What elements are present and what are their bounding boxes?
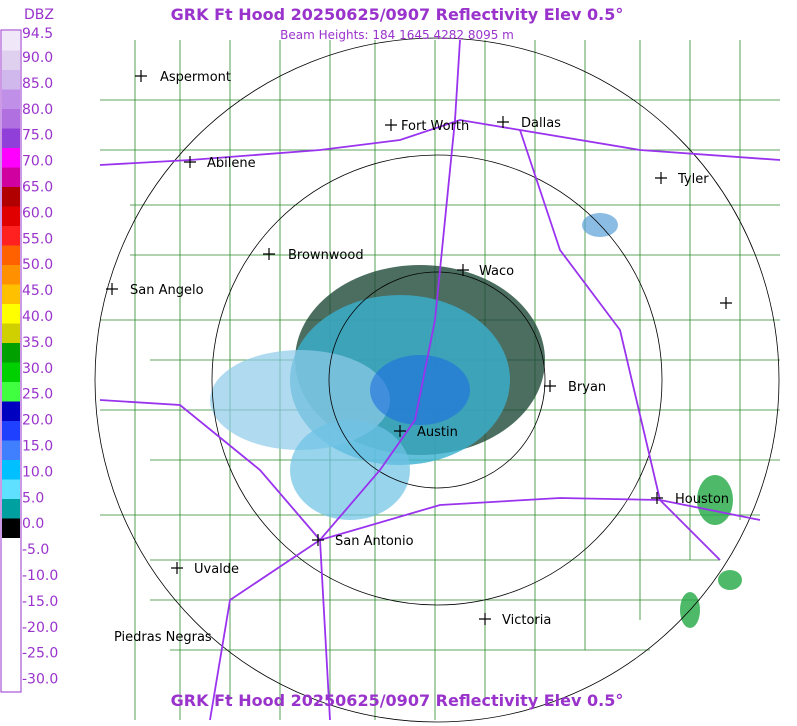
city-label: Tyler (677, 172, 709, 187)
legend-label: 60.0 (22, 205, 53, 221)
city-label: Aspermont (160, 70, 231, 85)
city-marker (171, 562, 183, 574)
color-swatch (2, 187, 20, 207)
color-swatch (2, 128, 20, 148)
city-marker (497, 116, 509, 128)
city-label: Houston (675, 492, 729, 507)
cities: Aspermont Fort Worth Dallas Abilene Tyler Bro… (106, 70, 732, 645)
color-swatch (2, 206, 20, 226)
city-label: Bryan (568, 380, 606, 395)
legend-label: 50.0 (22, 257, 53, 273)
color-bar-frame (0, 29, 22, 693)
title: GRK Ft Hood 20250625/0907 Reflectivity E… (171, 5, 624, 24)
legend-label: 20.0 (22, 413, 53, 429)
legend-label: 40.0 (22, 309, 53, 325)
color-swatch (2, 70, 20, 90)
legend-label: 0.0 (22, 516, 44, 532)
legend: DBZ 94.5 90.0 85.0 80.0 75.0 70.0 65.0 60.0 55.0 5… (0, 7, 58, 693)
city-label: Victoria (502, 613, 551, 628)
city-marker (184, 156, 196, 168)
color-swatch (2, 460, 20, 480)
city-label: San Antonio (335, 534, 414, 549)
color-swatch (2, 343, 20, 363)
city-marker (544, 380, 556, 392)
color-swatch (2, 499, 20, 519)
city-label: Abilene (207, 156, 256, 171)
color-swatch (2, 304, 20, 324)
city-marker (135, 70, 147, 82)
color-swatch (2, 284, 20, 304)
color-swatch (2, 440, 20, 460)
legend-label: -5.0 (22, 542, 49, 558)
city-label: Austin (417, 425, 458, 440)
subtitle: Beam Heights: 184 1645 4282 8095 m (280, 28, 514, 42)
color-swatch (2, 382, 20, 402)
legend-label: -30.0 (22, 672, 58, 688)
legend-label: 35.0 (22, 335, 53, 351)
color-swatch (2, 167, 20, 187)
color-swatch (2, 245, 20, 265)
city-label: Uvalde (194, 562, 239, 577)
legend-label: 80.0 (22, 102, 53, 118)
city-marker (651, 492, 663, 504)
color-swatch (2, 226, 20, 246)
legend-label: 94.5 (22, 26, 53, 42)
color-swatch (2, 109, 20, 129)
legend-label: -15.0 (22, 594, 58, 610)
color-swatch (2, 362, 20, 382)
city-marker (479, 613, 491, 625)
city-marker (312, 534, 324, 546)
city-marker (263, 248, 275, 260)
legend-label: 25.0 (22, 387, 53, 403)
color-swatch (2, 518, 20, 538)
city-marker (106, 283, 118, 295)
range-rings (94, 37, 780, 723)
legend-label: -20.0 (22, 620, 58, 636)
legend-label: -25.0 (22, 646, 58, 662)
color-swatch (2, 89, 20, 109)
city-label: Piedras Negras (114, 630, 212, 645)
city-marker (720, 297, 732, 309)
city-marker (385, 119, 397, 131)
footer-title: GRK Ft Hood 20250625/0907 Reflectivity E… (171, 691, 624, 710)
city-label: Brownwood (288, 248, 364, 263)
legend-label: 30.0 (22, 361, 53, 377)
city-label: San Angelo (130, 283, 204, 298)
color-swatch (2, 421, 20, 441)
city-label: Fort Worth (401, 119, 469, 134)
legend-label: 75.0 (22, 128, 53, 144)
legend-label: 15.0 (22, 439, 53, 455)
radar-echo (210, 213, 742, 628)
legend-unit: DBZ (24, 7, 54, 23)
color-swatch (2, 401, 20, 421)
legend-label: 85.0 (22, 76, 53, 92)
color-swatch (2, 148, 20, 168)
legend-label: 90.0 (22, 50, 53, 66)
legend-label: -10.0 (22, 568, 58, 584)
legend-label: 55.0 (22, 231, 53, 247)
color-swatch (2, 479, 20, 499)
city-label: Dallas (521, 116, 561, 131)
city-marker (394, 425, 406, 437)
legend-label: 70.0 (22, 154, 53, 170)
legend-label: 65.0 (22, 180, 53, 196)
highways (99, 39, 781, 721)
legend-label: 5.0 (22, 490, 44, 506)
color-swatch (2, 50, 20, 70)
city-marker (655, 172, 667, 184)
legend-label: 45.0 (22, 283, 53, 299)
city-marker (457, 264, 469, 276)
color-swatch (2, 265, 20, 285)
color-swatch (2, 31, 20, 51)
city-label: Waco (479, 264, 514, 279)
color-swatch (2, 323, 20, 343)
legend-label: 10.0 (22, 464, 53, 480)
